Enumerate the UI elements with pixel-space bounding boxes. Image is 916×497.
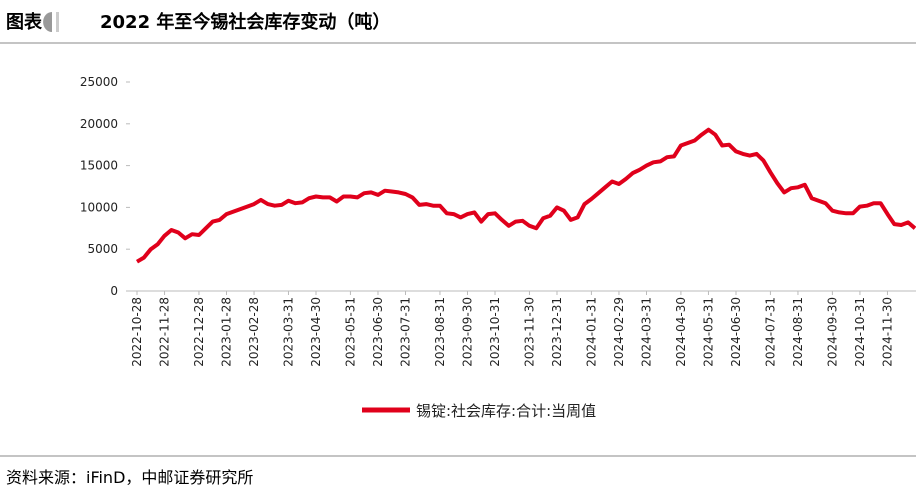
- y-tick-label: 25000: [80, 75, 118, 89]
- x-tick-label: 2022-10-28: [130, 297, 144, 367]
- header-icon: [43, 12, 52, 32]
- x-tick-label: 2024-07-31: [763, 297, 777, 367]
- x-tick-label: 2024-06-30: [729, 297, 743, 367]
- x-tick-label: 2023-06-30: [371, 297, 385, 367]
- x-tick-label: 2023-12-31: [550, 297, 564, 367]
- legend-label: 锡锭:社会库存:合计:当周值: [416, 402, 596, 420]
- x-tick-label: 2024-01-31: [584, 297, 598, 367]
- x-tick-label: 2023-05-31: [343, 297, 357, 367]
- y-tick-label: 10000: [80, 200, 118, 214]
- x-tick-label: 2023-10-31: [488, 297, 502, 367]
- header-icon: [56, 12, 59, 32]
- chart-title: 2022 年至今锡社会库存变动（吨）: [100, 11, 390, 33]
- header-label: 图表: [6, 11, 43, 33]
- y-tick-label: 15000: [80, 159, 118, 173]
- source: 资料来源：iFinD，中邮证券研究所: [6, 468, 253, 487]
- y-tick-label: 0: [110, 284, 118, 298]
- x-tick-label: 2024-02-29: [612, 297, 626, 367]
- x-tick-label: 2023-09-30: [460, 297, 474, 367]
- y-tick-label: 5000: [87, 242, 118, 256]
- x-tick-label: 2024-04-30: [674, 297, 688, 367]
- x-tick-label: 2024-03-31: [639, 297, 653, 367]
- x-tick-label: 2022-12-28: [192, 297, 206, 367]
- x-tick-label: 2023-03-31: [281, 297, 295, 367]
- x-tick-label: 2023-02-28: [247, 297, 261, 367]
- x-tick-label: 2024-10-31: [853, 297, 867, 367]
- series-line: [135, 127, 916, 264]
- x-tick-label: 2023-04-30: [309, 297, 323, 367]
- x-tick-label: 2022-11-28: [158, 297, 172, 367]
- x-tick-label: 2024-11-30: [880, 297, 894, 367]
- x-tick-label: 2023-11-30: [522, 297, 536, 367]
- x-tick-label: 2023-08-31: [433, 297, 447, 367]
- x-tick-label: 2023-07-31: [399, 297, 413, 367]
- x-tick-label: 2023-01-28: [220, 297, 234, 367]
- x-tick-label: 2024-05-31: [701, 297, 715, 367]
- x-tick-label: 2024-08-31: [791, 297, 805, 367]
- x-tick-label: 2024-09-30: [825, 297, 839, 367]
- y-tick-label: 20000: [80, 117, 118, 131]
